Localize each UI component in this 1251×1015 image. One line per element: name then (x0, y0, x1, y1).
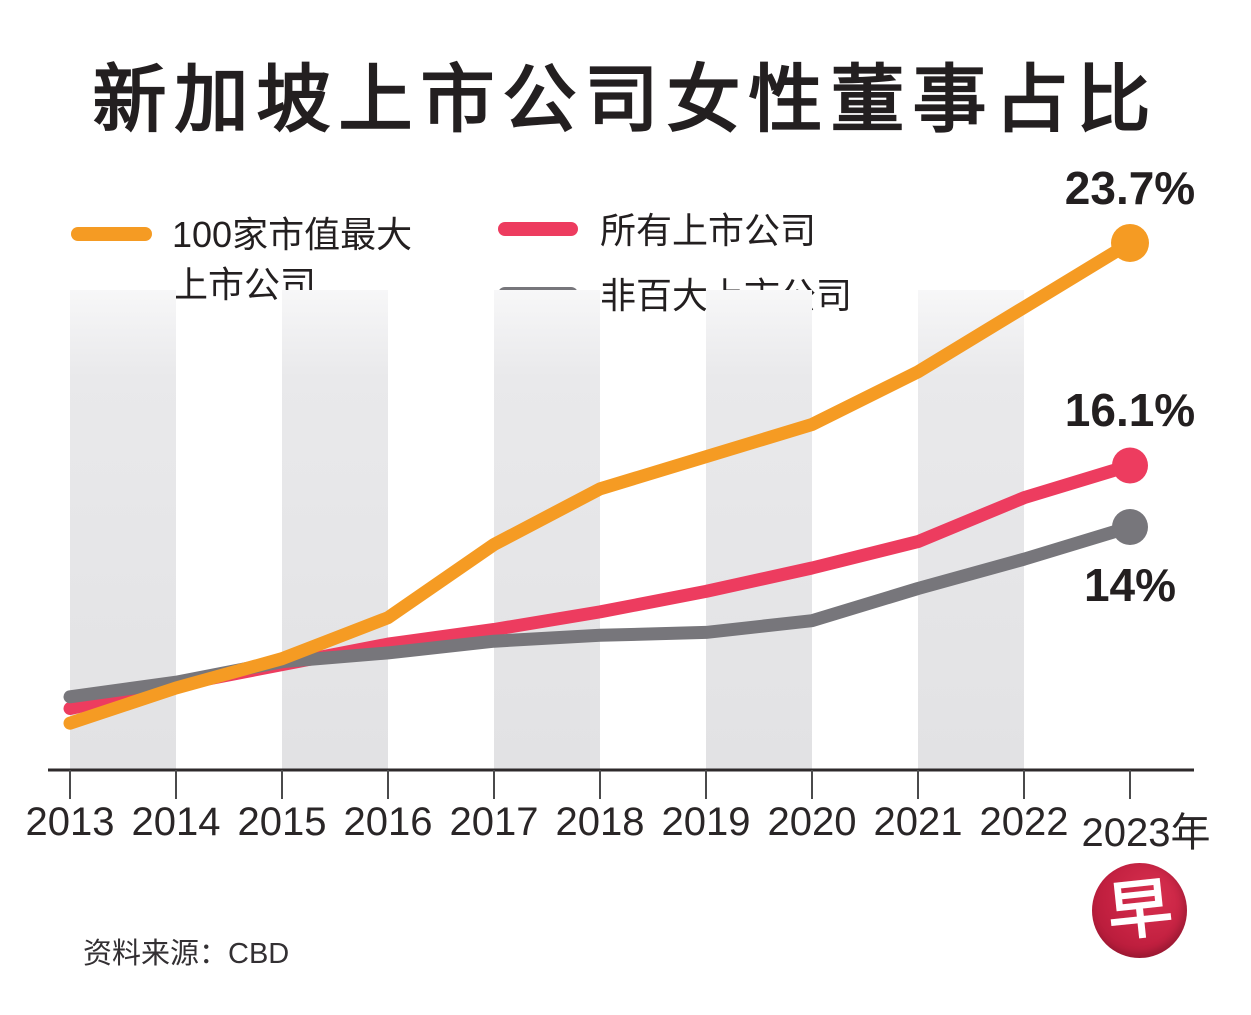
axis-tick-label: 2020 (767, 800, 857, 844)
data-point-endpoint-1 (1112, 447, 1148, 484)
axis-tick-label: 2014 (131, 800, 221, 844)
value-label-0: 23.7% (1064, 161, 1196, 214)
axis-tick-label: 2015 (237, 800, 327, 844)
axis-tick-label: 2016 (343, 800, 433, 844)
axis-tick-label: 2017 (449, 800, 539, 844)
background-band (706, 290, 812, 770)
value-label-2: 14% (1083, 558, 1177, 611)
chart-series (63, 223, 1149, 730)
x-axis-ticks (69, 770, 1131, 799)
zaobao-logo: 早 (1092, 863, 1187, 958)
data-point-endpoint-0 (1111, 223, 1149, 262)
source-note: 资料来源：CBD (83, 938, 290, 970)
data-point-endpoint-2 (1112, 508, 1148, 545)
line-series-0 (63, 236, 1137, 730)
background-band (282, 290, 388, 770)
axis-tick-label: 2021 (873, 800, 963, 844)
legend-swatch-all-listed (498, 222, 578, 236)
chart-title: 新加坡上市公司女性董事占比 (92, 58, 1159, 141)
legend-label-top100-line1: 100家市值最大 (172, 214, 413, 255)
legend-swatch-top100 (71, 227, 152, 241)
axis-tick-label: 2022 (979, 800, 1069, 844)
axis-tick-label: 2019 (661, 800, 751, 844)
axis-tick-label: 2013 (25, 800, 115, 844)
legend-label-all-listed: 所有上市公司 (600, 210, 817, 251)
value-label-1: 16.1% (1064, 384, 1196, 437)
logo-character: 早 (1103, 871, 1175, 949)
axis-tick-label: 2018 (555, 800, 645, 844)
background-bands (70, 290, 1024, 770)
axis-tick-label: 2023年 (1081, 811, 1211, 855)
